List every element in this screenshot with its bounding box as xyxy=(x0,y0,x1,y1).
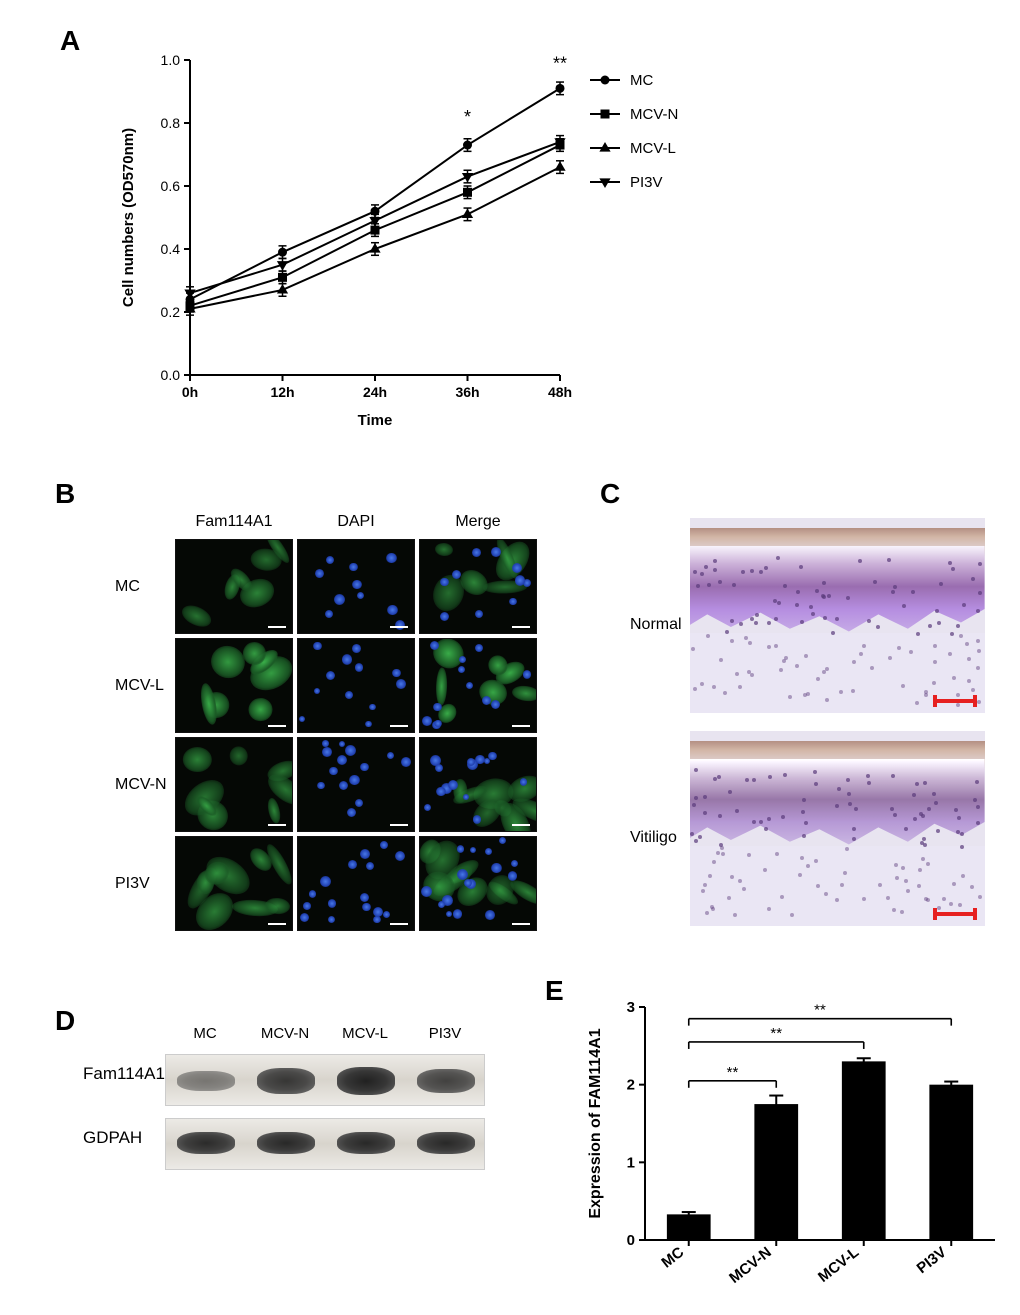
if-image xyxy=(419,836,537,931)
svg-text:MCV-L: MCV-L xyxy=(630,140,676,157)
wb-lane-label: MCV-L xyxy=(325,1025,405,1042)
panel-c-letter: C xyxy=(600,478,620,510)
if-row-label: PI3V xyxy=(115,834,173,933)
histology-image xyxy=(690,518,985,713)
panel-e-letter: E xyxy=(545,975,564,1007)
svg-text:PI3V: PI3V xyxy=(914,1244,950,1277)
svg-text:48h: 48h xyxy=(548,384,572,400)
svg-text:Time: Time xyxy=(358,412,393,429)
wb-row-label: GDPAH xyxy=(83,1106,165,1170)
if-row-label: MC xyxy=(115,537,173,636)
svg-text:36h: 36h xyxy=(455,384,479,400)
svg-text:**: ** xyxy=(727,1064,739,1081)
histo-row-label: Vitiligo xyxy=(630,731,690,944)
panel-a: A 0.0 0.2 0.4 0.6 0.8 1.0 0h 12h 24h 36h 48h Time Ce… xyxy=(60,25,760,445)
svg-text:0.4: 0.4 xyxy=(161,241,181,257)
immunofluorescence-grid: Fam114A1DAPIMerge MCMCV-LMCV-NPI3V xyxy=(115,513,539,933)
histology-column: NormalVitiligo xyxy=(630,518,985,944)
wb-band-row xyxy=(165,1118,485,1170)
histology-image xyxy=(690,731,985,926)
svg-text:1.0: 1.0 xyxy=(161,52,181,68)
svg-text:Cell numbers (OD570nm): Cell numbers (OD570nm) xyxy=(120,128,137,307)
panel-a-letter: A xyxy=(60,25,80,57)
panel-d-letter: D xyxy=(55,1005,75,1037)
western-blot: MCMCV-NMCV-LPI3V Fam114A1GDPAH xyxy=(83,1025,485,1170)
svg-text:MC: MC xyxy=(658,1244,687,1272)
if-row-label: MCV-L xyxy=(115,636,173,735)
if-image xyxy=(297,737,415,832)
svg-text:2: 2 xyxy=(627,1077,635,1094)
svg-text:24h: 24h xyxy=(363,384,387,400)
if-image xyxy=(297,836,415,931)
svg-text:0.6: 0.6 xyxy=(161,178,181,194)
if-col-label: DAPI xyxy=(295,513,417,537)
wb-lane-label: PI3V xyxy=(405,1025,485,1042)
svg-text:0.8: 0.8 xyxy=(161,115,181,131)
if-image xyxy=(297,638,415,733)
panel-b-letter: B xyxy=(55,478,75,510)
svg-text:**: ** xyxy=(814,1002,826,1019)
svg-text:**: ** xyxy=(553,53,567,73)
panel-e: E 0 1 2 3 Expression of FAM114A1 MC MCV-N MCV-L… xyxy=(545,975,1005,1305)
svg-text:MC: MC xyxy=(630,72,653,89)
svg-text:12h: 12h xyxy=(270,384,294,400)
if-image xyxy=(175,836,293,931)
svg-text:0.2: 0.2 xyxy=(161,304,181,320)
svg-text:1: 1 xyxy=(627,1154,635,1171)
svg-text:0: 0 xyxy=(627,1232,635,1249)
svg-text:Expression of FAM114A1: Expression of FAM114A1 xyxy=(587,1028,604,1218)
if-image xyxy=(297,539,415,634)
if-col-label: Merge xyxy=(417,513,539,537)
histo-row-label: Normal xyxy=(630,518,690,731)
svg-text:MCV-N: MCV-N xyxy=(630,106,678,123)
if-image xyxy=(419,737,537,832)
svg-text:3: 3 xyxy=(627,999,635,1016)
svg-text:0h: 0h xyxy=(182,384,198,400)
if-image xyxy=(419,638,537,733)
svg-text:0.0: 0.0 xyxy=(161,367,181,383)
if-image xyxy=(419,539,537,634)
if-image xyxy=(175,737,293,832)
wb-band-row xyxy=(165,1054,485,1106)
svg-text:MCV-L: MCV-L xyxy=(815,1244,862,1286)
if-image xyxy=(175,638,293,733)
wb-row-label: Fam114A1 xyxy=(83,1042,165,1106)
if-image xyxy=(175,539,293,634)
if-col-label: Fam114A1 xyxy=(173,513,295,537)
svg-text:*: * xyxy=(464,107,471,127)
svg-text:PI3V: PI3V xyxy=(630,174,663,191)
wb-lane-label: MCV-N xyxy=(245,1025,325,1042)
wb-lane-label: MC xyxy=(165,1025,245,1042)
bar-chart: 0 1 2 3 Expression of FAM114A1 MC MCV-N MCV-L PI… xyxy=(580,995,1010,1315)
svg-text:**: ** xyxy=(770,1025,782,1042)
svg-text:MCV-N: MCV-N xyxy=(726,1244,775,1287)
if-row-label: MCV-N xyxy=(115,735,173,834)
line-chart: 0.0 0.2 0.4 0.6 0.8 1.0 0h 12h 24h 36h 48h Time Cell… xyxy=(115,40,735,440)
